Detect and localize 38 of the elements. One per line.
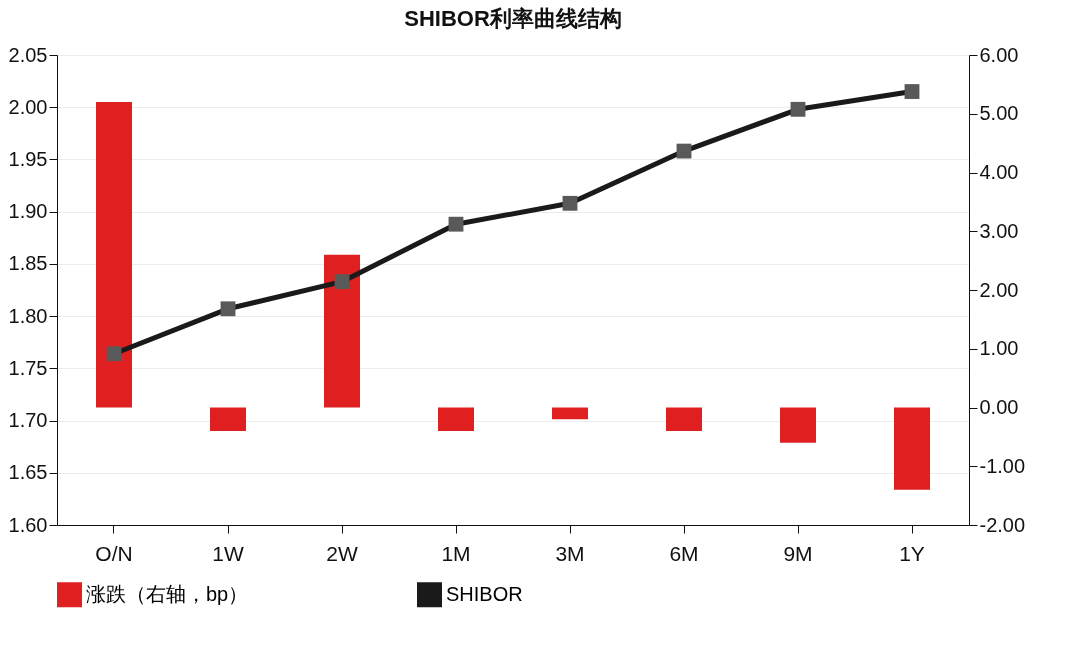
y-tick-label: 1.65: [8, 461, 48, 484]
y2-tick-label: -1.00: [979, 454, 1026, 477]
y2-tick-label: 1.00: [979, 337, 1019, 360]
y-tick-label: 1.95: [8, 147, 48, 170]
y-tick-label: 1.80: [8, 304, 48, 327]
y-tick-label: 1.70: [8, 409, 48, 432]
bar: [666, 407, 702, 431]
y2-tick-label: 4.00: [979, 161, 1019, 183]
x-tick-label: 1Y: [899, 541, 925, 565]
x-tick-label: 1M: [441, 541, 471, 565]
x-tick-label: 6M: [669, 541, 699, 565]
y2-tick-label: 6.00: [979, 43, 1019, 66]
x-tick-label: 1W: [212, 541, 244, 565]
bar: [552, 407, 588, 420]
y-tick-label: 1.90: [8, 200, 48, 223]
y-tick-label: 2.05: [8, 43, 48, 66]
y-tick-label: 1.75: [8, 356, 48, 379]
y-tick-label: 1.60: [8, 513, 48, 536]
bar: [210, 407, 246, 431]
y-tick-label: 1.85: [8, 252, 48, 275]
legend-label: 涨跌（右轴，bp）: [86, 582, 249, 605]
bar: [894, 407, 930, 490]
x-tick-label: 2W: [326, 541, 358, 565]
bar: [438, 407, 474, 431]
x-tick-label: 9M: [783, 541, 813, 565]
x-tick-label: O/N: [95, 541, 133, 565]
y2-tick-label: 2.00: [979, 278, 1019, 301]
bar: [780, 407, 816, 443]
chart-title: SHIBOR利率曲线结构: [404, 6, 622, 31]
legend-label: SHIBOR: [446, 582, 523, 605]
y2-tick-label: -2.00: [979, 513, 1026, 536]
y-tick-label: 2.00: [8, 95, 48, 118]
y2-tick-label: 3.00: [979, 219, 1019, 242]
y2-tick-label: 5.00: [979, 102, 1019, 125]
y2-tick-label: 0.00: [979, 396, 1019, 418]
bar: [324, 254, 360, 408]
bar: [96, 102, 132, 408]
x-tick-label: 3M: [555, 541, 585, 565]
